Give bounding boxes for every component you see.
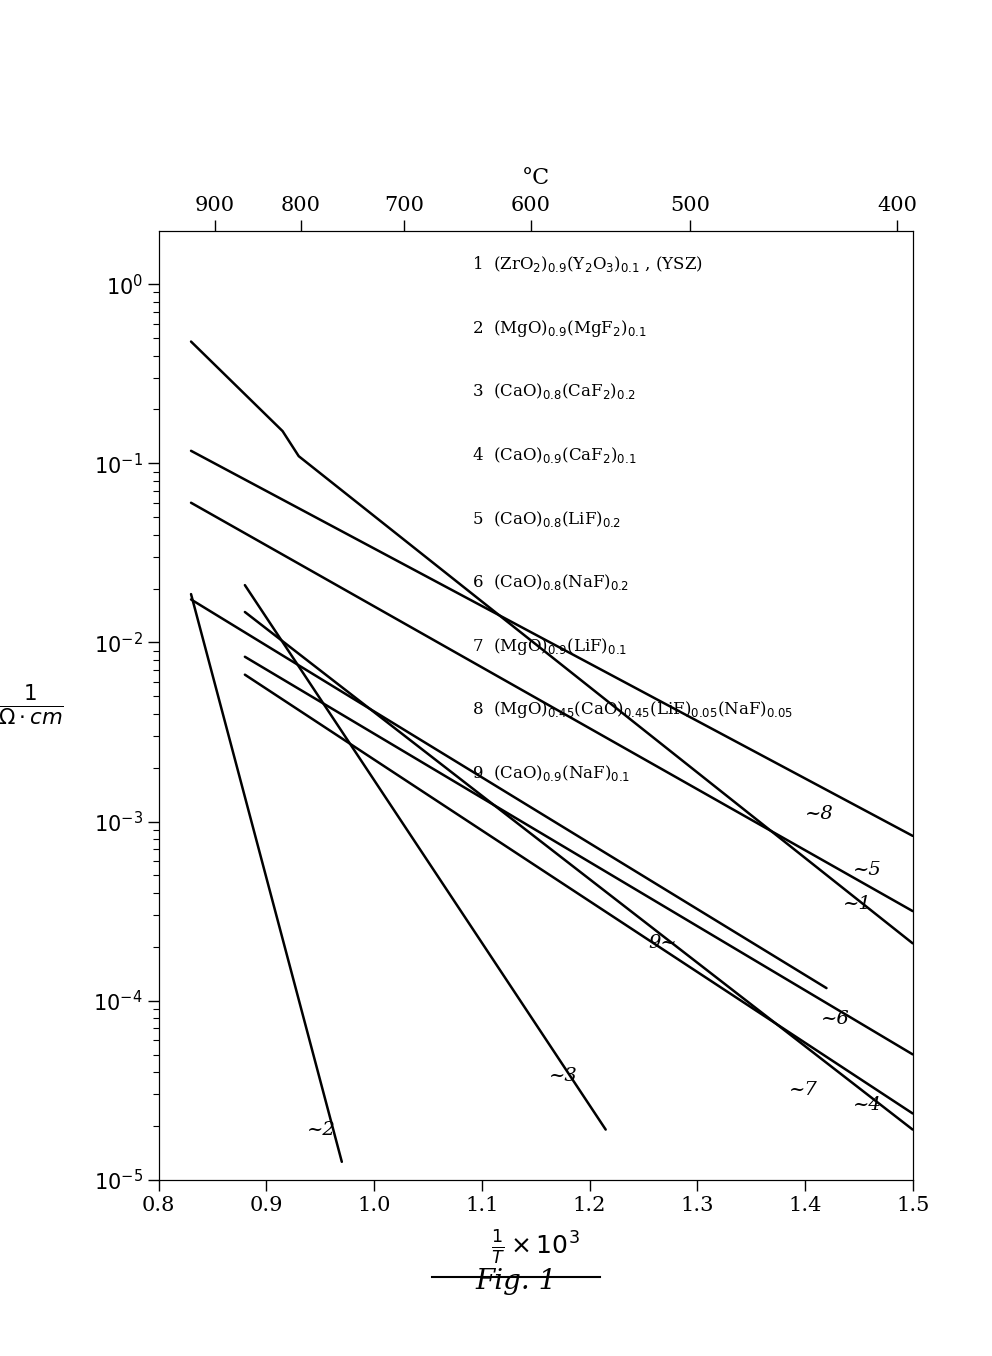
Text: 5  (CaO)$_{0.8}$(LiF)$_{0.2}$: 5 (CaO)$_{0.8}$(LiF)$_{0.2}$	[471, 508, 621, 529]
Text: 7  (MgO)$_{0.9}$(LiF)$_{0.1}$: 7 (MgO)$_{0.9}$(LiF)$_{0.1}$	[471, 636, 627, 656]
Text: 2  (MgO)$_{0.9}$(MgF$_2$)$_{0.1}$: 2 (MgO)$_{0.9}$(MgF$_2$)$_{0.1}$	[471, 317, 646, 339]
Text: ~8: ~8	[805, 805, 833, 823]
Text: 9  (CaO)$_{0.9}$(NaF)$_{0.1}$: 9 (CaO)$_{0.9}$(NaF)$_{0.1}$	[471, 763, 630, 782]
Text: 9~: 9~	[649, 934, 678, 952]
Text: ~6: ~6	[821, 1009, 850, 1028]
X-axis label: °C: °C	[522, 167, 550, 190]
X-axis label: $\frac{1}{T} \times 10^3$: $\frac{1}{T} \times 10^3$	[491, 1229, 580, 1267]
Y-axis label: $\frac{1}{\Omega \cdot cm}$: $\frac{1}{\Omega \cdot cm}$	[0, 682, 63, 728]
Text: 6  (CaO)$_{0.8}$(NaF)$_{0.2}$: 6 (CaO)$_{0.8}$(NaF)$_{0.2}$	[471, 572, 629, 593]
Text: 8  (MgO)$_{0.45}$(CaO)$_{0.45}$(LiF)$_{0.05}$(NaF)$_{0.05}$: 8 (MgO)$_{0.45}$(CaO)$_{0.45}$(LiF)$_{0.…	[471, 700, 793, 720]
Text: 4  (CaO)$_{0.9}$(CaF$_2$)$_{0.1}$: 4 (CaO)$_{0.9}$(CaF$_2$)$_{0.1}$	[471, 445, 636, 465]
Text: 1  (ZrO$_2$)$_{0.9}$(Y$_2$O$_3$)$_{0.1}$ , (YSZ): 1 (ZrO$_2$)$_{0.9}$(Y$_2$O$_3$)$_{0.1}$ …	[471, 255, 702, 274]
Text: ~4: ~4	[853, 1096, 882, 1113]
Text: ~7: ~7	[789, 1081, 817, 1100]
Text: ~5: ~5	[853, 861, 882, 879]
Text: 3  (CaO)$_{0.8}$(CaF$_2$)$_{0.2}$: 3 (CaO)$_{0.8}$(CaF$_2$)$_{0.2}$	[471, 381, 635, 401]
Text: ~2: ~2	[308, 1120, 336, 1139]
Text: ~1: ~1	[842, 895, 871, 913]
Text: Fig. 1: Fig. 1	[475, 1268, 557, 1295]
Text: ~3: ~3	[549, 1067, 577, 1085]
